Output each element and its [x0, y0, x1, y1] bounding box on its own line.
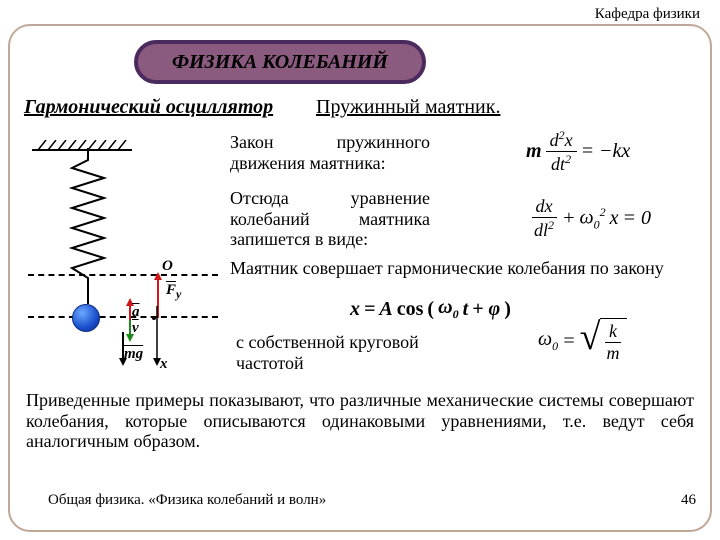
label-v: v [132, 320, 139, 337]
page-number: 46 [681, 492, 696, 509]
equation-newton: m d2x dt2 = −kx [526, 128, 630, 175]
conclusion-text: Приведенные примеры показывают, что разл… [26, 390, 694, 452]
dashline-mass [28, 316, 218, 318]
origin-dot [152, 316, 156, 320]
label-O: O [162, 258, 173, 275]
dept-label: Кафедра физики [595, 6, 700, 23]
equation-ode: dx dl2 + ω02 x = 0 [530, 196, 651, 241]
label-mg: mg [124, 346, 143, 363]
title-pill: ФИЗИКА КОЛЕБАНИЙ [134, 40, 426, 84]
spring-diagram: O Fy a v mg x [28, 140, 218, 372]
mass-ball [72, 304, 100, 332]
law-text: Закон пружинного движения маятника: [230, 132, 430, 173]
section-left: Гармонический осциллятор [24, 96, 273, 119]
harm-text: Маятник совершает гармонические колебани… [230, 258, 690, 279]
label-a: a [132, 304, 140, 321]
freq-text: с собственной круговой частотой [236, 332, 466, 373]
equation-omega: ω0 = √ k m [538, 318, 627, 364]
label-Fy: Fy [166, 282, 181, 302]
dashline-O [28, 274, 218, 276]
section-right: Пружинный маятник. [316, 96, 500, 119]
eqintro-text: Отсюда уравнение колебаний маятника запи… [230, 188, 430, 250]
footer-left: Общая физика. «Физика колебаний и волн» [48, 492, 368, 509]
equation-solution: x = A cos ( ω0 t + φ ) [350, 296, 511, 322]
title-text: ФИЗИКА КОЛЕБАНИЙ [172, 51, 388, 74]
label-x: x [160, 356, 168, 373]
spring-icon [68, 148, 108, 308]
